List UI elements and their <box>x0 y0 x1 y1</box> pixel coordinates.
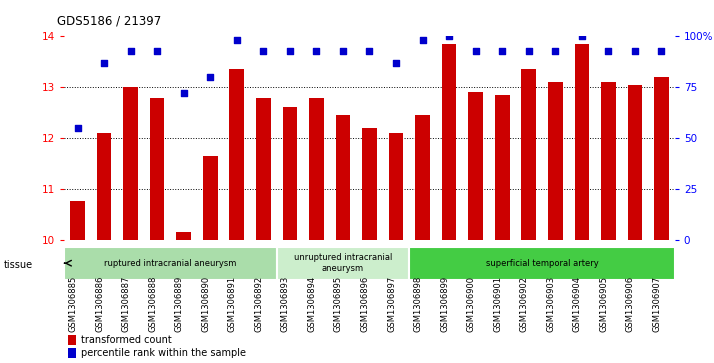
Bar <box>362 128 377 240</box>
Bar <box>68 335 76 346</box>
Bar <box>97 133 111 240</box>
Point <box>258 48 269 53</box>
Bar <box>548 82 563 240</box>
Text: GSM1306886: GSM1306886 <box>95 276 104 332</box>
Bar <box>409 247 675 280</box>
Text: ruptured intracranial aneurysm: ruptured intracranial aneurysm <box>104 259 236 268</box>
Point <box>125 48 136 53</box>
Text: GSM1306902: GSM1306902 <box>520 276 529 332</box>
Bar <box>150 98 164 240</box>
Text: GSM1306885: GSM1306885 <box>69 276 78 332</box>
Bar <box>229 69 244 240</box>
Point <box>603 48 614 53</box>
Point <box>337 48 348 53</box>
Point <box>391 60 402 66</box>
Point <box>311 48 322 53</box>
Point <box>443 33 455 39</box>
Point <box>204 74 216 80</box>
Text: GSM1306889: GSM1306889 <box>175 276 183 332</box>
Text: GSM1306903: GSM1306903 <box>546 276 555 332</box>
Point <box>72 125 84 131</box>
Text: transformed count: transformed count <box>81 335 171 345</box>
Text: GSM1306907: GSM1306907 <box>653 276 661 332</box>
Bar <box>176 232 191 240</box>
Point <box>655 48 667 53</box>
Bar <box>276 247 409 280</box>
Text: GSM1306888: GSM1306888 <box>149 276 157 332</box>
Bar <box>601 82 615 240</box>
Point <box>576 33 588 39</box>
Point <box>470 48 481 53</box>
Point <box>523 48 535 53</box>
Text: GDS5186 / 21397: GDS5186 / 21397 <box>57 15 161 28</box>
Bar <box>68 348 76 358</box>
Bar <box>442 44 456 240</box>
Text: GSM1306893: GSM1306893 <box>281 276 290 332</box>
Bar <box>495 95 510 240</box>
Bar <box>70 201 85 240</box>
Bar <box>388 133 403 240</box>
Text: GSM1306887: GSM1306887 <box>121 276 131 332</box>
Text: GSM1306898: GSM1306898 <box>413 276 423 332</box>
Bar <box>203 156 218 240</box>
Bar <box>468 92 483 240</box>
Text: GSM1306895: GSM1306895 <box>334 276 343 332</box>
Bar <box>336 115 351 240</box>
Bar <box>283 107 297 240</box>
Text: superficial temporal artery: superficial temporal artery <box>486 259 598 268</box>
Point <box>151 48 163 53</box>
Text: GSM1306897: GSM1306897 <box>387 276 396 332</box>
Text: percentile rank within the sample: percentile rank within the sample <box>81 348 246 358</box>
Point <box>231 37 243 43</box>
Bar <box>309 98 323 240</box>
Text: unruptured intracranial
aneurysm: unruptured intracranial aneurysm <box>293 253 392 273</box>
Text: GSM1306900: GSM1306900 <box>467 276 476 332</box>
Bar <box>256 98 271 240</box>
Text: GSM1306896: GSM1306896 <box>361 276 370 332</box>
Point <box>178 90 189 96</box>
Point <box>550 48 561 53</box>
Bar <box>416 115 430 240</box>
Bar <box>124 87 138 240</box>
Text: GSM1306906: GSM1306906 <box>626 276 635 332</box>
Text: tissue: tissue <box>4 260 33 270</box>
Point <box>417 37 428 43</box>
Text: GSM1306892: GSM1306892 <box>254 276 263 332</box>
Bar <box>64 247 276 280</box>
Text: GSM1306894: GSM1306894 <box>308 276 316 332</box>
Point <box>629 48 640 53</box>
Point <box>284 48 296 53</box>
Text: GSM1306901: GSM1306901 <box>493 276 502 332</box>
Point <box>496 48 508 53</box>
Text: GSM1306904: GSM1306904 <box>573 276 582 332</box>
Text: GSM1306905: GSM1306905 <box>599 276 608 332</box>
Bar <box>628 85 642 240</box>
Point <box>363 48 376 53</box>
Text: GSM1306890: GSM1306890 <box>201 276 210 332</box>
Text: GSM1306891: GSM1306891 <box>228 276 237 332</box>
Text: GSM1306899: GSM1306899 <box>440 276 449 332</box>
Bar <box>521 69 536 240</box>
Bar <box>654 77 669 240</box>
Bar <box>575 44 589 240</box>
Point <box>99 60 110 66</box>
